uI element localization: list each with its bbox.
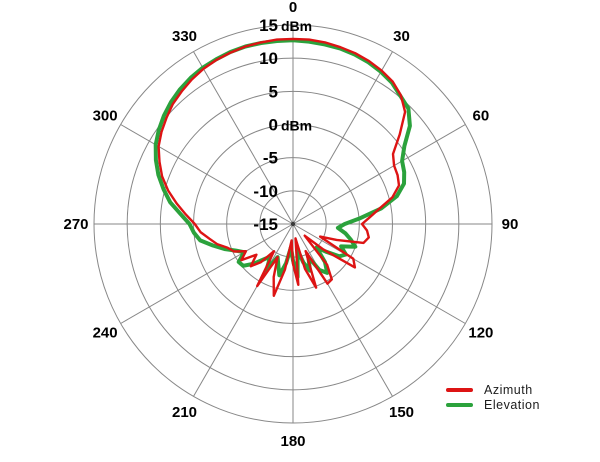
angle-label-330: 330: [172, 28, 197, 45]
elevation-line-swatch: [446, 403, 473, 407]
radial-unit-label-0: dBm: [281, 118, 312, 134]
grid-spoke-330: [193, 51, 294, 225]
radial-label--5: -5: [263, 149, 278, 168]
angle-label-120: 120: [468, 325, 493, 342]
grid-spoke-210: [193, 223, 294, 397]
angle-label-180: 180: [280, 433, 305, 450]
angle-label-210: 210: [172, 404, 197, 421]
grid-spoke-120: [292, 223, 466, 324]
grid-spoke-300: [120, 124, 294, 225]
azimuth-curve: [157, 37, 407, 297]
grid-spoke-60: [292, 124, 466, 225]
angle-label-150: 150: [389, 404, 414, 421]
angle-label-60: 60: [473, 108, 490, 125]
angle-label-240: 240: [93, 325, 118, 342]
radial-label-0: 0: [269, 116, 278, 135]
angle-label-90: 90: [502, 216, 519, 233]
radial-label-10: 10: [259, 49, 278, 68]
radial-unit-label-15: dBm: [281, 18, 312, 34]
chart-center-dot: [290, 221, 296, 227]
chart-legend: Azimuth Elevation: [446, 384, 540, 411]
angle-label-30: 30: [393, 28, 410, 45]
azimuth-line-swatch: [446, 388, 473, 392]
grid-spoke-30: [292, 51, 393, 225]
legend-row-azimuth: Azimuth: [446, 384, 540, 396]
legend-row-elevation: Elevation: [446, 399, 540, 411]
legend-label-elevation: Elevation: [484, 398, 540, 412]
angle-label-270: 270: [63, 216, 88, 233]
grid-spoke-240: [120, 223, 294, 324]
legend-label-azimuth: Azimuth: [484, 383, 533, 397]
radial-label--10: -10: [253, 182, 278, 201]
angle-label-300: 300: [93, 108, 118, 125]
grid-spoke-150: [292, 223, 393, 397]
radial-label-5: 5: [269, 82, 278, 101]
radial-label--15: -15: [253, 215, 278, 234]
radial-label-15: 15: [259, 16, 278, 35]
angle-label-0: 0: [289, 0, 297, 16]
